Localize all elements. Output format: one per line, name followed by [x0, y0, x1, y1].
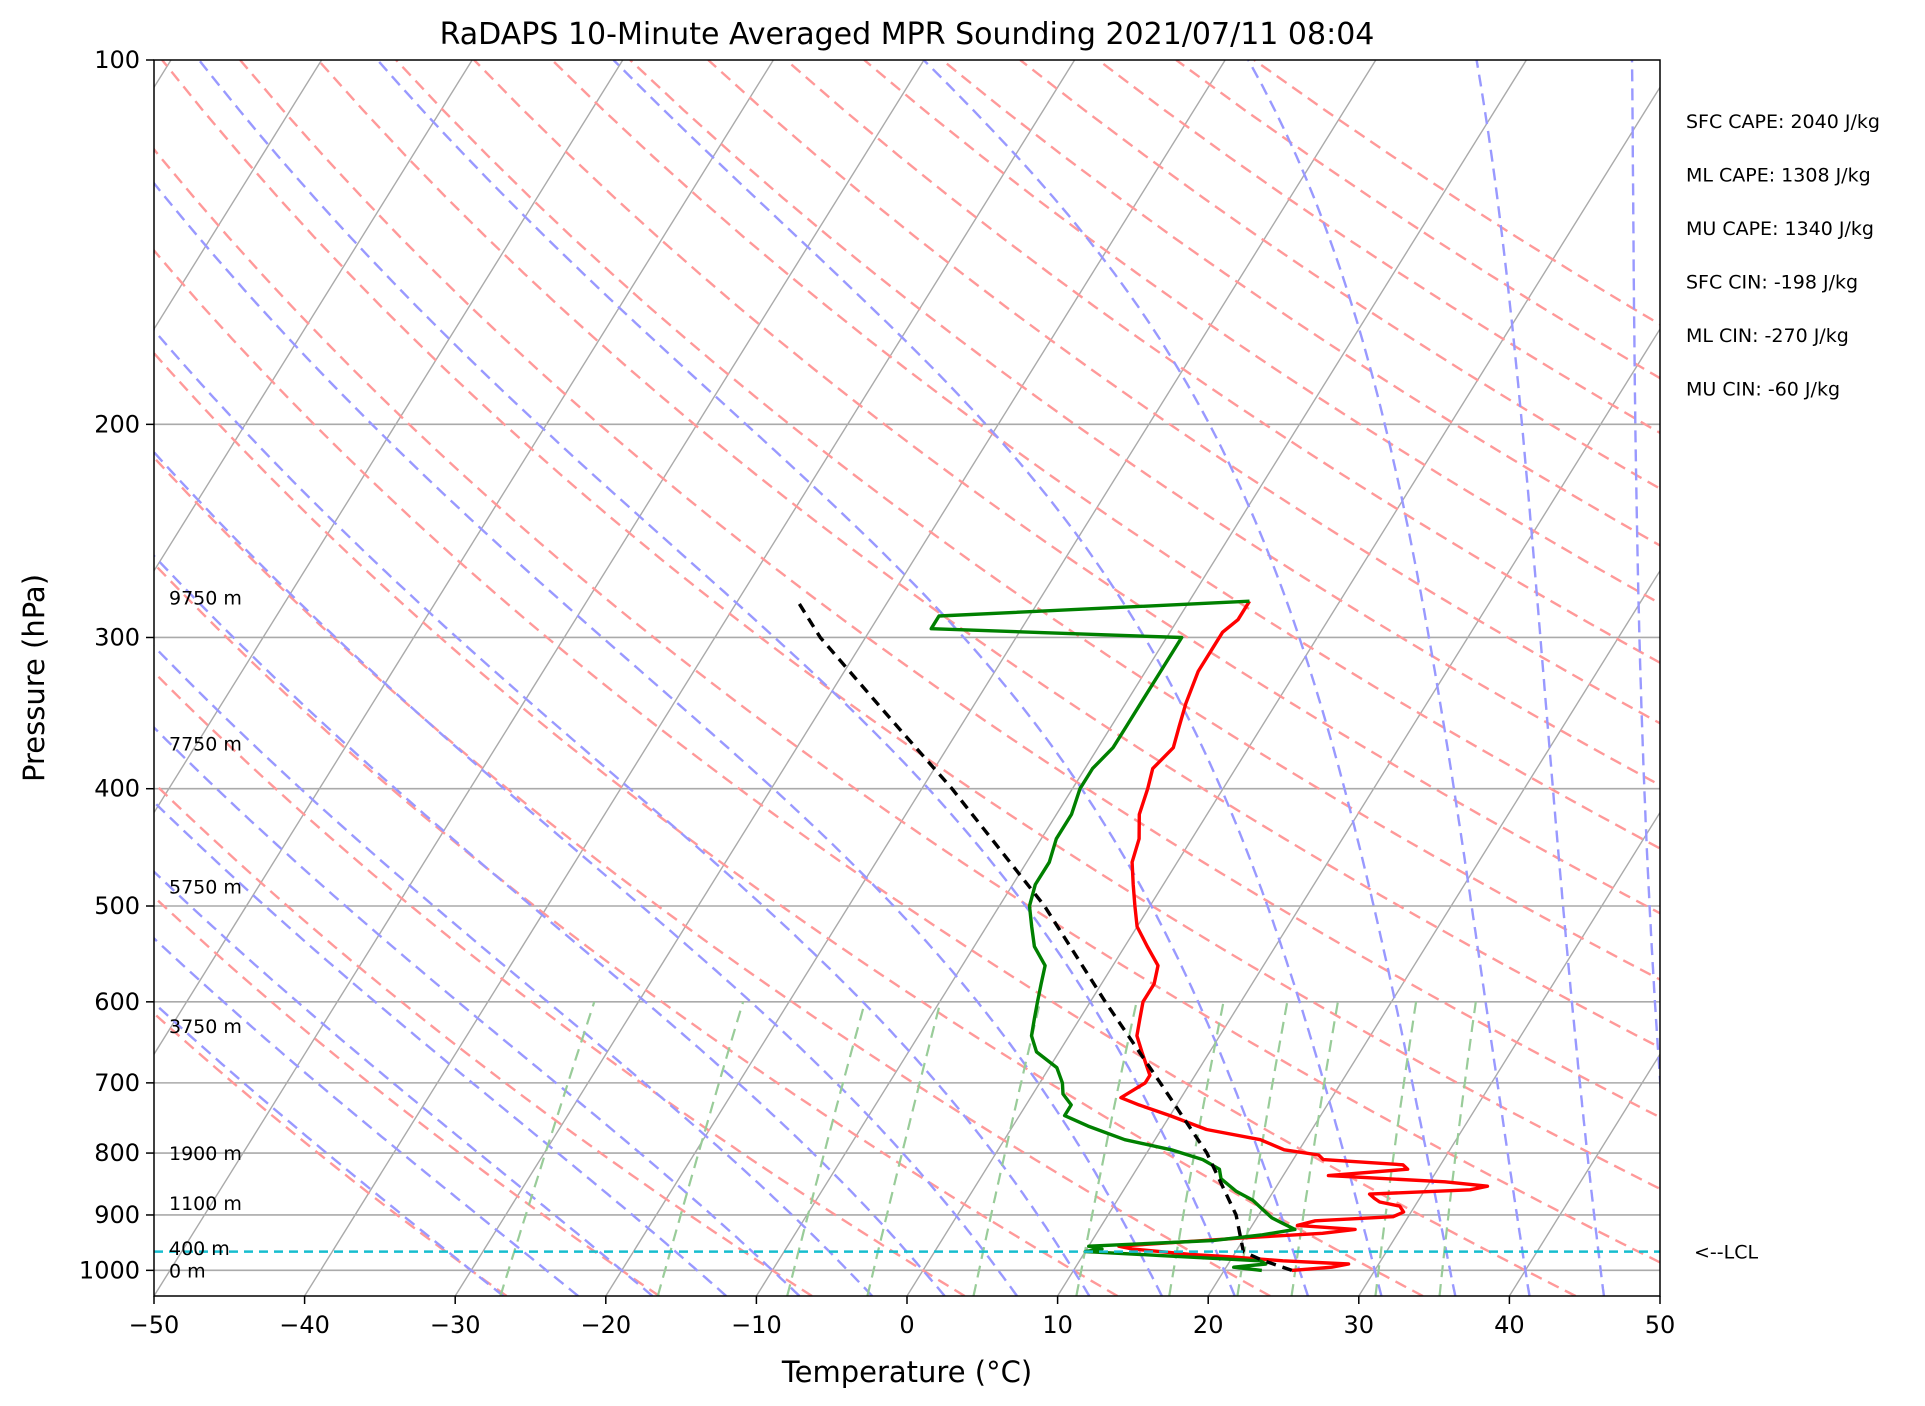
height-label: 1900 m: [169, 1143, 242, 1165]
dry-adiabat-line: [707, 60, 1660, 725]
height-labels: 9750 m 7750 m 5750 m 3750 m 1900 m 1100 m 400 …: [169, 587, 242, 1282]
height-label: 9750 m: [169, 587, 242, 609]
dry-adiabat-line: [154, 670, 966, 1296]
y-tick-label: 100: [94, 46, 140, 74]
dry-adiabat-line: [154, 147, 1660, 1264]
lcl-label: <--LCL: [1694, 1242, 1758, 1264]
dry-adiabat-line: [154, 895, 660, 1296]
isotherm-line: [605, 60, 1377, 1296]
mixing-ratio-line: [972, 1001, 1042, 1296]
dry-adiabat-line: [154, 455, 1271, 1296]
isotherm-line: [154, 60, 323, 331]
x-tick-label: −40: [279, 1311, 330, 1339]
x-axis-label: Temperature (°C): [781, 1355, 1032, 1389]
x-tick-label: −50: [129, 1311, 180, 1339]
stat-label: MU CAPE: 1340 J/kg: [1686, 218, 1874, 240]
dry-adiabat-line: [239, 60, 1660, 1119]
temperature-profile-line: [1117, 600, 1490, 1273]
isotherm-line: [1358, 811, 1660, 1296]
mixing-ratio-line: [499, 1001, 596, 1296]
mixing-ratio-line: [866, 1001, 942, 1296]
parcel-profile-line: [796, 600, 1293, 1273]
x-tick-label: −20: [580, 1311, 631, 1339]
dry-adiabat-line: [154, 562, 1119, 1296]
x-tick-label: 0: [899, 1311, 914, 1339]
dewpoint-profile-line: [929, 599, 1297, 1273]
isotherm-line: [154, 60, 624, 814]
y-tick-label: 700: [94, 1069, 140, 1097]
height-label: 7750 m: [169, 733, 242, 755]
moist-adiabat-line: [1247, 60, 1531, 1296]
moist-adiabat-line: [376, 60, 1310, 1296]
isotherm-line: [154, 60, 925, 1296]
mixing-ratio-line: [1438, 1001, 1477, 1296]
dry-adiabat-line: [473, 60, 1660, 915]
data-series: [796, 599, 1490, 1273]
dry-adiabat-line: [629, 60, 1660, 787]
x-tick-label: 20: [1193, 1311, 1224, 1339]
isotherm-line: [1057, 327, 1660, 1296]
chart-title: RaDAPS 10-Minute Averaged MPR Sounding 2…: [440, 17, 1375, 52]
moist-adiabat-line: [154, 328, 1091, 1296]
dry-adiabat-line: [317, 60, 1660, 1049]
y-tick-label: 500: [94, 892, 140, 920]
moist-adiabat-line: [154, 1001, 505, 1296]
isotherm-line: [906, 85, 1660, 1296]
moist-adiabat-line: [1475, 60, 1606, 1296]
mixing-ratio-line: [1290, 1001, 1339, 1296]
dry-adiabat-line: [154, 781, 813, 1296]
height-label: 1100 m: [169, 1193, 242, 1215]
y-axis-label: Pressure (hPa): [17, 574, 51, 782]
moist-adiabat-line: [612, 60, 1383, 1296]
moist-adiabat-line: [154, 644, 874, 1296]
y-tick-label: 900: [94, 1201, 140, 1229]
moist-adiabat-line: [154, 936, 579, 1296]
height-label: 3750 m: [169, 1016, 242, 1038]
mixing-ratio-line: [1075, 1001, 1138, 1296]
isotherm-line: [154, 60, 774, 1056]
y-axis: 100 200 300 400 500 600 700 800 900 1000: [79, 46, 154, 1284]
stat-label: ML CIN: -270 J/kg: [1686, 325, 1849, 347]
dry-adiabat-line: [863, 60, 1660, 605]
stat-label: SFC CIN: -198 J/kg: [1686, 272, 1858, 294]
stat-label: SFC CAPE: 2040 J/kg: [1686, 111, 1880, 133]
moist-adiabat-line: [154, 725, 801, 1296]
dry-adiabat-line: [154, 1011, 508, 1296]
moist-adiabat-line: [922, 60, 1457, 1296]
x-tick-label: 50: [1645, 1311, 1676, 1339]
x-axis: −50 −40 −30 −20 −10 0 10 20 30 40 50: [129, 1296, 1676, 1339]
background-lines: [154, 60, 1660, 1296]
height-label: 400 m: [169, 1238, 230, 1260]
height-label: 0 m: [169, 1260, 206, 1282]
x-tick-label: −30: [430, 1311, 481, 1339]
y-tick-label: 400: [94, 775, 140, 803]
stat-label: MU CIN: -60 J/kg: [1686, 379, 1840, 401]
stats-panel: SFC CAPE: 2040 J/kg ML CAPE: 1308 J/kg MU …: [1686, 111, 1880, 401]
mixing-ratio-line: [1374, 1001, 1418, 1296]
y-tick-label: 800: [94, 1139, 140, 1167]
y-tick-label: 600: [94, 988, 140, 1016]
isotherm-line: [454, 60, 1226, 1296]
mixing-ratio-line: [786, 1001, 867, 1296]
moist-adiabat-line: [154, 870, 654, 1296]
moist-adiabat-line: [154, 554, 946, 1296]
isotherm-line: [154, 60, 473, 573]
isotherm-line: [1508, 1052, 1660, 1296]
isotherm-line: [1207, 569, 1660, 1296]
y-tick-label: 200: [94, 410, 140, 438]
x-tick-label: −10: [731, 1311, 782, 1339]
x-tick-label: 30: [1344, 1311, 1375, 1339]
y-tick-label: 1000: [79, 1256, 140, 1284]
stat-label: ML CAPE: 1308 J/kg: [1686, 165, 1871, 187]
x-tick-label: 10: [1042, 1311, 1073, 1339]
y-tick-label: 300: [94, 623, 140, 651]
lcl-line-group: <--LCL: [154, 1242, 1758, 1264]
isotherm-line: [304, 60, 1076, 1296]
x-tick-label: 40: [1494, 1311, 1525, 1339]
height-label: 5750 m: [169, 877, 242, 899]
dry-adiabat-line: [161, 60, 1660, 1191]
mixing-ratio-line: [656, 1001, 745, 1296]
moist-adiabat-line: [154, 181, 1163, 1296]
